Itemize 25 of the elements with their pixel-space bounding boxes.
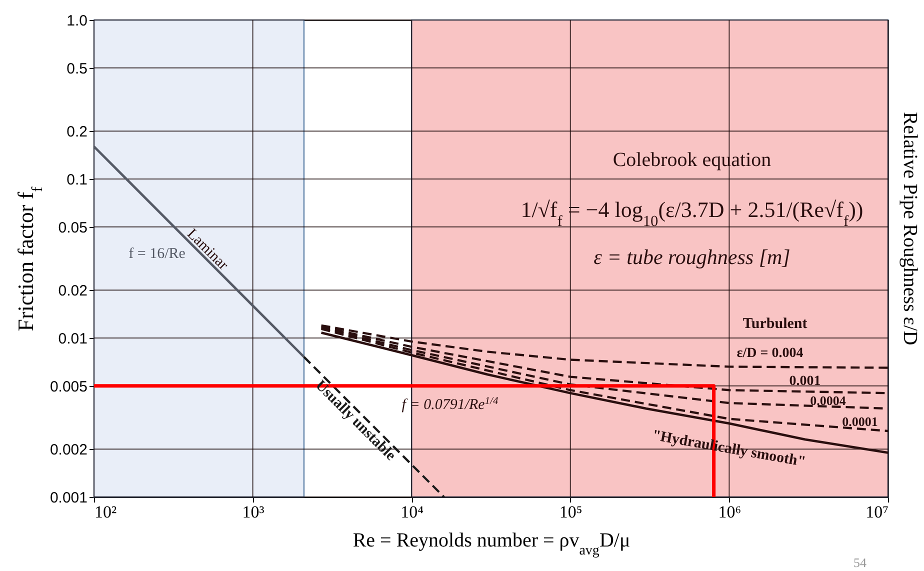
text: 54 — [854, 555, 867, 570]
y-tick-label: 0.05 — [58, 219, 88, 236]
x-tick-label: 10⁶ — [718, 502, 742, 522]
x-axis-title: Re = Reynolds number = ρv$_{avg}$D/μ — [352, 530, 630, 558]
annotation: 0.0004 — [810, 393, 846, 408]
annotation: f = 16/Re — [128, 246, 186, 262]
y-tick-label: 0.001 — [50, 490, 88, 506]
y-tick-label: 0.02 — [58, 282, 88, 300]
y-tick-label: 1.0 — [66, 12, 88, 30]
y-tick-label: 0.2 — [66, 124, 88, 141]
y-tick-label: 0.1 — [66, 172, 88, 188]
annotation: Turbulent — [742, 316, 808, 332]
y-tick-label: 0.01 — [58, 330, 88, 348]
annotation: 0.0001 — [842, 414, 878, 429]
x-tick-label: 10⁷ — [866, 502, 889, 522]
y-tick-label: 0.002 — [50, 442, 88, 459]
annotation: ε/D = 0.004 — [736, 346, 804, 361]
y2-axis-title: Relative Pipe Roughness ε/D — [899, 112, 921, 346]
y-tick-label: 0.5 — [66, 60, 88, 78]
y-tick-label: 0.005 — [50, 378, 88, 396]
annotation: 0.001 — [789, 374, 821, 389]
x-tick-label: 10⁴ — [400, 502, 424, 522]
x-tick-label: 10³ — [242, 502, 264, 522]
x-tick-label: 10² — [94, 502, 117, 522]
x-tick-label: 10⁵ — [559, 502, 582, 522]
